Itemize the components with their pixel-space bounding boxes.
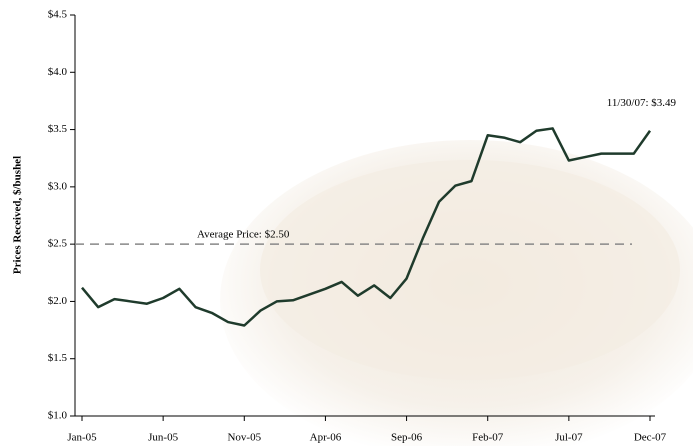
chart: Prices Received, $/bushel $1.0 $1.5 $2.0 $2… bbox=[0, 0, 693, 446]
end-annotation: 11/30/07: $3.49 bbox=[607, 97, 677, 109]
x-tick-label: Jan-05 bbox=[67, 432, 97, 444]
x-tick-label: Feb-07 bbox=[472, 432, 504, 444]
x-tick-label: Jun-05 bbox=[148, 432, 178, 444]
y-tick-label: $2.0 bbox=[48, 295, 68, 307]
y-tick-label: $3.0 bbox=[48, 180, 68, 192]
y-tick-label: $2.5 bbox=[48, 238, 68, 250]
y-tick-label: $4.0 bbox=[48, 66, 68, 78]
x-tick-label: Sep-06 bbox=[391, 432, 423, 444]
average-label: Average Price: $2.50 bbox=[197, 229, 290, 241]
y-tick-label: $1.0 bbox=[48, 410, 68, 422]
x-tick-label: Jul-07 bbox=[555, 432, 583, 444]
x-tick-label: Nov-05 bbox=[227, 432, 261, 444]
y-axis-label: Prices Received, $/bushel bbox=[12, 156, 24, 274]
y-tick-label: $1.5 bbox=[48, 352, 68, 364]
y-tick-label: $4.5 bbox=[48, 9, 68, 21]
y-tick-label: $3.5 bbox=[48, 123, 68, 135]
x-tick-label: Apr-06 bbox=[310, 432, 342, 444]
background-bowl-inner bbox=[260, 160, 680, 380]
x-tick-label: Dec-07 bbox=[634, 432, 667, 444]
